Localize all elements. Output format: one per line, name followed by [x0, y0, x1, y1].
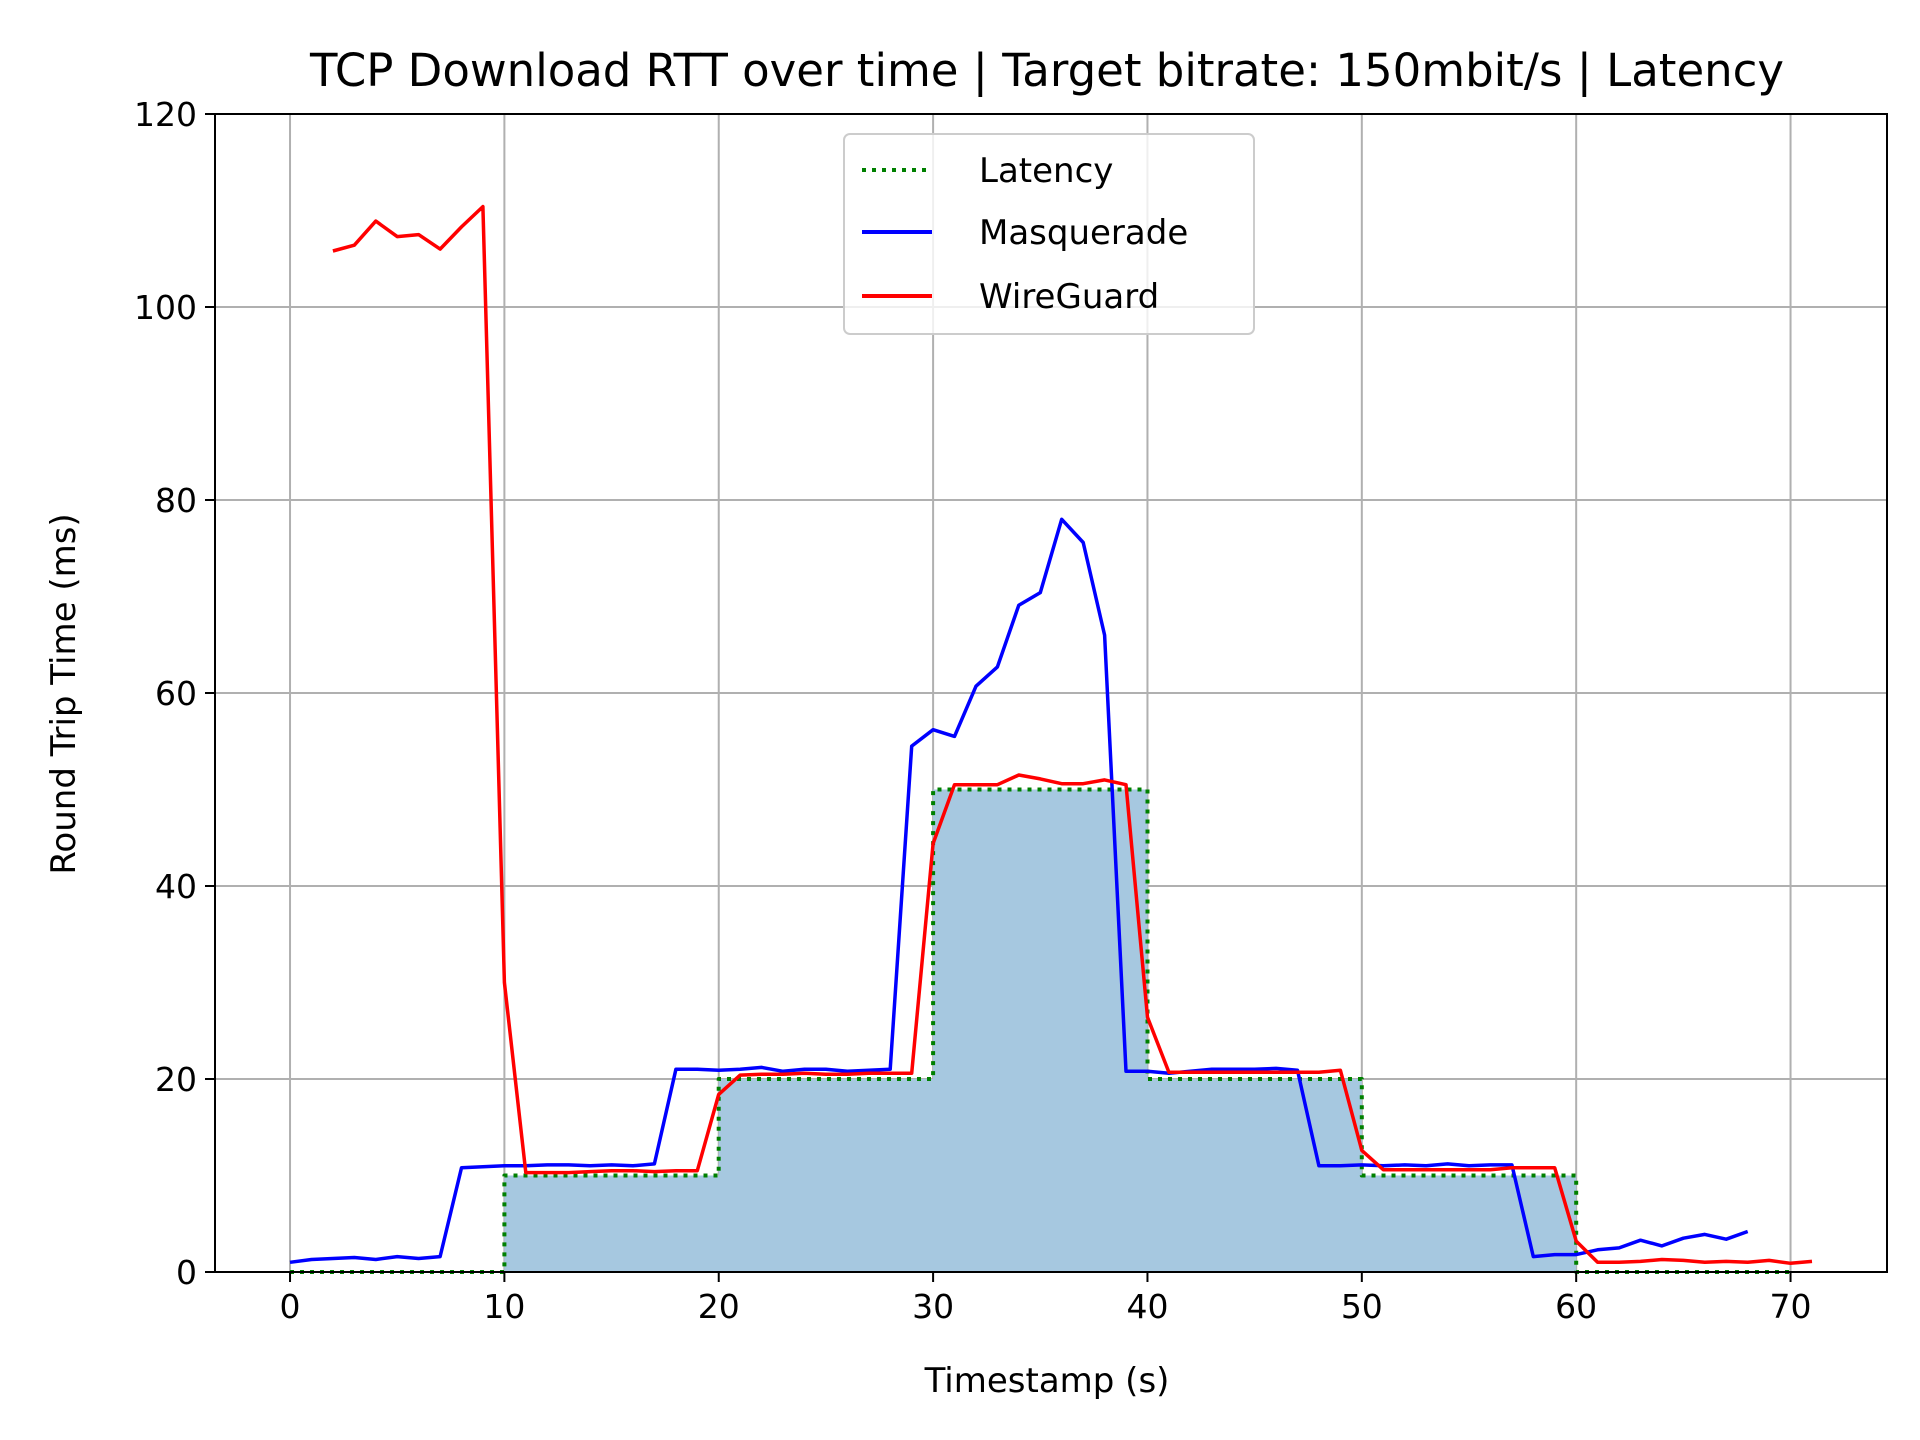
- legend-label-latency: Latency: [979, 151, 1113, 191]
- legend-label-masquerade: Masquerade: [979, 213, 1188, 253]
- x-tick-label: 0: [280, 1287, 301, 1326]
- latency-fill: [290, 789, 1791, 1272]
- x-tick-label: 20: [698, 1287, 740, 1326]
- series-line-wireguard: [332, 204, 1813, 1266]
- x-tick-label: 70: [1770, 1287, 1812, 1326]
- x-tick-label: 50: [1341, 1287, 1383, 1326]
- legend: Latency Masquerade WireGuard: [843, 133, 1255, 335]
- x-tick-label: 10: [483, 1287, 525, 1326]
- y-tick-label: 0: [176, 1253, 197, 1292]
- y-tick-label: 60: [155, 674, 197, 713]
- y-tick-label: 100: [134, 288, 197, 327]
- series-line-masquerade: [289, 517, 1749, 1265]
- y-axis-ticks: 0 20 40 60 80 100 120: [134, 95, 215, 1292]
- y-tick-label: 80: [155, 481, 197, 520]
- x-axis-label: Timestamp (s): [924, 1361, 1170, 1401]
- legend-box: [843, 133, 1255, 335]
- x-tick-label: 60: [1555, 1287, 1597, 1326]
- series-line-latency: [290, 787, 1791, 1274]
- latency-fill-area: [290, 789, 1791, 1272]
- y-tick-label: 120: [134, 95, 197, 134]
- x-tick-label: 30: [912, 1287, 954, 1326]
- series-lines: [289, 204, 1813, 1274]
- y-axis-label: Round Trip Time (ms): [44, 513, 84, 874]
- y-tick-label: 20: [155, 1060, 197, 1099]
- y-tick-label: 40: [155, 867, 197, 906]
- x-axis-ticks: 0 10 20 30 40 50 60 70: [280, 1272, 1812, 1326]
- x-tick-label: 40: [1126, 1287, 1168, 1326]
- legend-label-wireguard: WireGuard: [979, 277, 1159, 317]
- chart-title: TCP Download RTT over time | Target bitr…: [309, 44, 1784, 97]
